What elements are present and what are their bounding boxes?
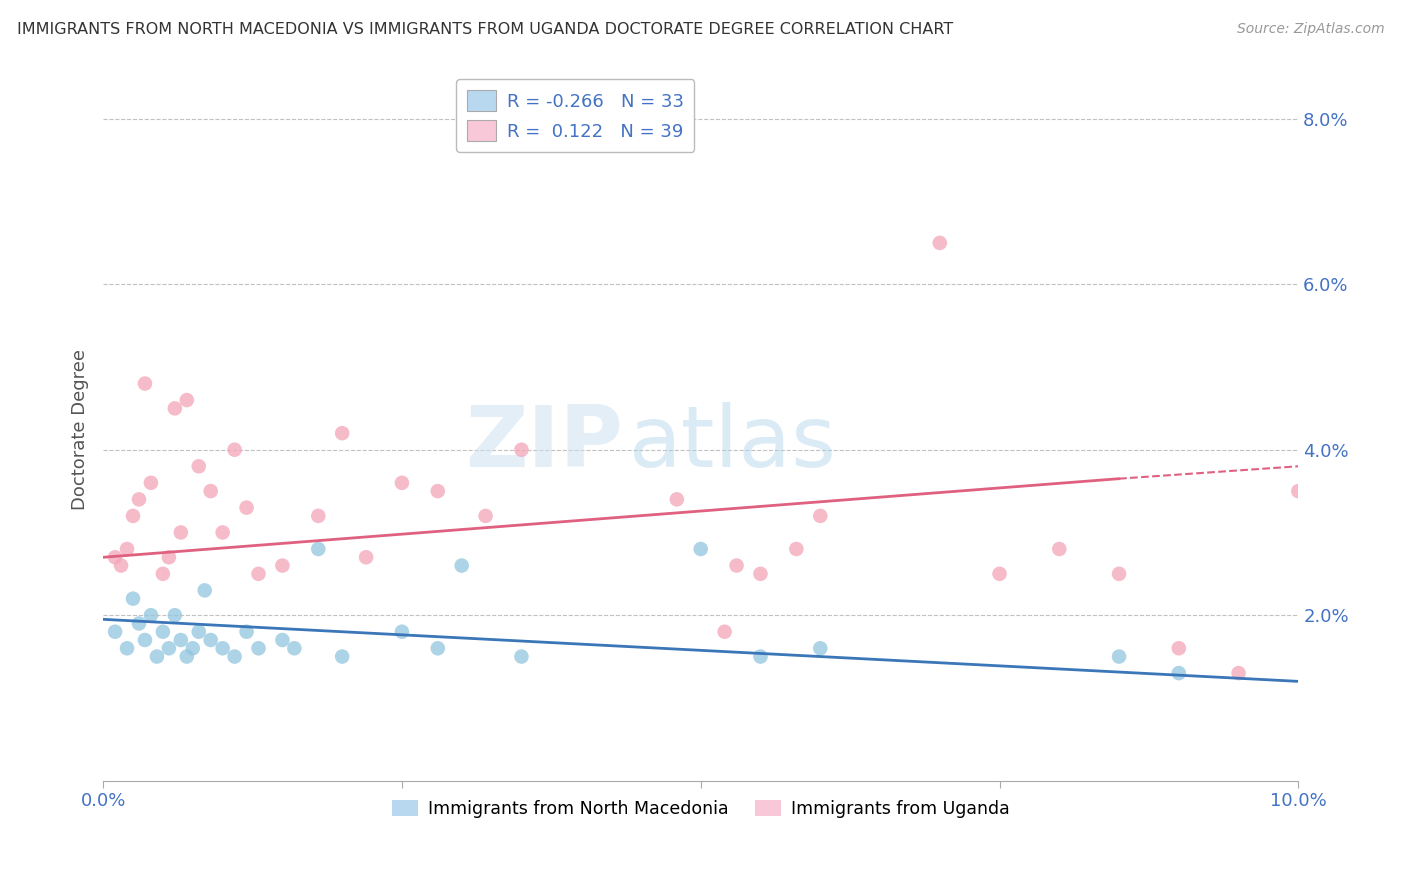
Point — [1108, 649, 1130, 664]
Point — [224, 649, 246, 664]
Point — [200, 484, 222, 499]
Point — [510, 442, 533, 457]
Point — [808, 508, 831, 523]
Point — [110, 558, 132, 573]
Point — [749, 649, 772, 664]
Point — [665, 492, 688, 507]
Text: ZIP: ZIP — [465, 401, 623, 484]
Point — [187, 624, 209, 639]
Point — [104, 624, 127, 639]
Point — [928, 235, 950, 250]
Point — [146, 649, 169, 664]
Point — [194, 583, 217, 598]
Point — [176, 649, 198, 664]
Text: IMMIGRANTS FROM NORTH MACEDONIA VS IMMIGRANTS FROM UGANDA DOCTORATE DEGREE CORRE: IMMIGRANTS FROM NORTH MACEDONIA VS IMMIG… — [17, 22, 953, 37]
Point — [122, 591, 145, 606]
Point — [200, 632, 222, 647]
Point — [426, 641, 449, 656]
Point — [307, 508, 329, 523]
Point — [271, 558, 294, 573]
Point — [330, 426, 353, 441]
Point — [235, 624, 257, 639]
Point — [187, 459, 209, 474]
Point — [271, 632, 294, 647]
Point — [170, 525, 193, 540]
Point — [139, 475, 162, 490]
Point — [115, 641, 138, 656]
Point — [139, 608, 162, 623]
Point — [1167, 641, 1189, 656]
Point — [510, 649, 533, 664]
Point — [247, 566, 270, 581]
Point — [689, 541, 711, 556]
Point — [808, 641, 831, 656]
Point — [157, 550, 180, 565]
Point — [211, 641, 233, 656]
Point — [128, 492, 150, 507]
Point — [152, 566, 174, 581]
Point — [134, 632, 156, 647]
Point — [163, 608, 186, 623]
Point — [474, 508, 496, 523]
Point — [1047, 541, 1070, 556]
Point — [134, 376, 156, 391]
Point — [749, 566, 772, 581]
Point — [247, 641, 270, 656]
Point — [115, 541, 138, 556]
Point — [104, 550, 127, 565]
Point — [1108, 566, 1130, 581]
Point — [450, 558, 472, 573]
Point — [211, 525, 233, 540]
Point — [988, 566, 1011, 581]
Point — [713, 624, 735, 639]
Point — [122, 508, 145, 523]
Text: atlas: atlas — [628, 401, 837, 484]
Point — [224, 442, 246, 457]
Y-axis label: Doctorate Degree: Doctorate Degree — [72, 349, 89, 509]
Point — [725, 558, 748, 573]
Point — [181, 641, 204, 656]
Point — [128, 616, 150, 631]
Point — [307, 541, 329, 556]
Point — [330, 649, 353, 664]
Point — [1227, 666, 1250, 681]
Point — [391, 475, 413, 490]
Point — [1286, 484, 1309, 499]
Point — [391, 624, 413, 639]
Point — [354, 550, 377, 565]
Text: Source: ZipAtlas.com: Source: ZipAtlas.com — [1237, 22, 1385, 37]
Point — [1167, 666, 1189, 681]
Point — [157, 641, 180, 656]
Point — [785, 541, 807, 556]
Point — [283, 641, 305, 656]
Point — [235, 500, 257, 515]
Point — [426, 484, 449, 499]
Legend: Immigrants from North Macedonia, Immigrants from Uganda: Immigrants from North Macedonia, Immigra… — [385, 793, 1017, 825]
Point — [176, 393, 198, 408]
Point — [163, 401, 186, 416]
Point — [152, 624, 174, 639]
Point — [170, 632, 193, 647]
